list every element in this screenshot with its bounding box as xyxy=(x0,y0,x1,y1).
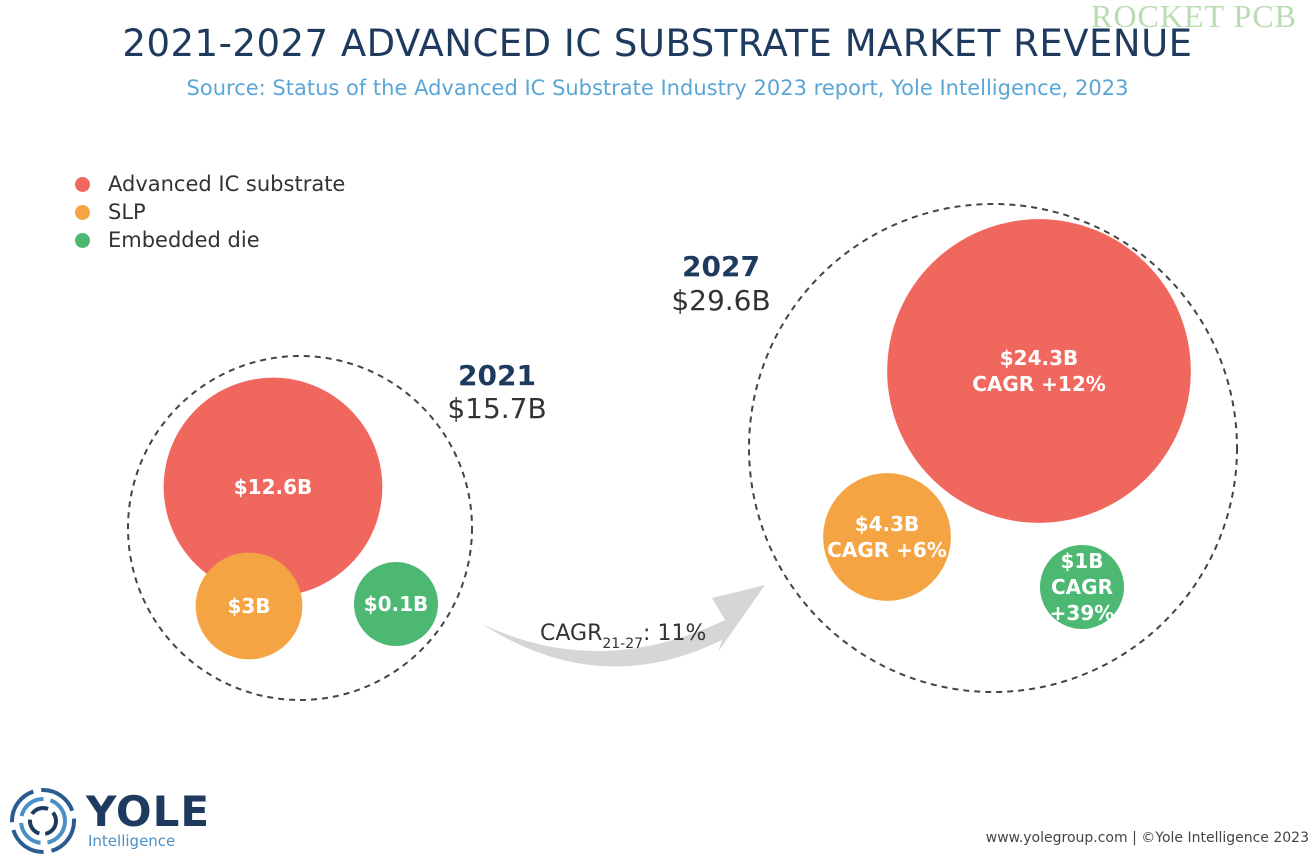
legend-label: SLP xyxy=(108,200,146,224)
legend-item-embedded-die: Embedded die xyxy=(75,226,345,254)
legend-item-slp: SLP xyxy=(75,198,345,226)
bubble-label: CAGR xyxy=(1051,575,1113,599)
bubble-2021-1 xyxy=(195,552,303,660)
year-2021: 2021 xyxy=(458,359,536,392)
group-outline-2027 xyxy=(748,203,1238,693)
bubble-label: $24.3B xyxy=(1000,346,1079,370)
footer-credit: www.yolegroup.com | ©Yole Intelligence 2… xyxy=(985,830,1309,846)
chart-subtitle: Source: Status of the Advanced IC Substr… xyxy=(186,76,1129,100)
legend-dot xyxy=(75,176,90,192)
bubble-2027-2 xyxy=(1040,545,1124,629)
yole-logo-icon xyxy=(10,788,76,854)
legend-label: Advanced IC substrate xyxy=(108,172,346,196)
legend: Advanced IC substrate SLP Embedded die xyxy=(75,170,345,254)
watermark: ROCKET PCB xyxy=(1091,0,1297,34)
bubble-label: $12.6B xyxy=(234,475,313,499)
bubble-2021-2 xyxy=(354,562,438,646)
group-outline-2021 xyxy=(127,355,473,701)
bubble-label: CAGR +6% xyxy=(827,538,947,562)
bubble-2027-1 xyxy=(823,473,951,601)
total-2021: $15.7B xyxy=(447,392,546,425)
bubble-label: +39% xyxy=(1050,601,1115,625)
legend-item-advanced-ic: Advanced IC substrate xyxy=(75,170,345,198)
logo-name: YOLE xyxy=(86,787,211,836)
chart-title: 2021-2027 ADVANCED IC SUBSTRATE MARKET R… xyxy=(122,22,1193,65)
legend-dot xyxy=(75,232,90,248)
growth-arrow xyxy=(482,585,765,667)
bubble-label: $1B xyxy=(1060,549,1103,573)
total-2027: $29.6B xyxy=(671,284,770,317)
bubble-label: CAGR +12% xyxy=(972,372,1106,396)
bubble-label: $4.3B xyxy=(855,512,920,536)
bubble-2021-0 xyxy=(163,377,383,597)
year-2027: 2027 xyxy=(682,250,760,283)
arrow-label: CAGR21-27: 11% xyxy=(540,621,706,652)
legend-dot xyxy=(75,204,90,220)
bubble-label: $3B xyxy=(227,594,270,618)
legend-label: Embedded die xyxy=(108,228,260,252)
bubble-label: $0.1B xyxy=(364,592,429,616)
bubble-2027-0 xyxy=(887,219,1191,523)
yole-logo: YOLE Intelligence xyxy=(8,786,210,856)
logo-sub: Intelligence xyxy=(88,832,176,850)
